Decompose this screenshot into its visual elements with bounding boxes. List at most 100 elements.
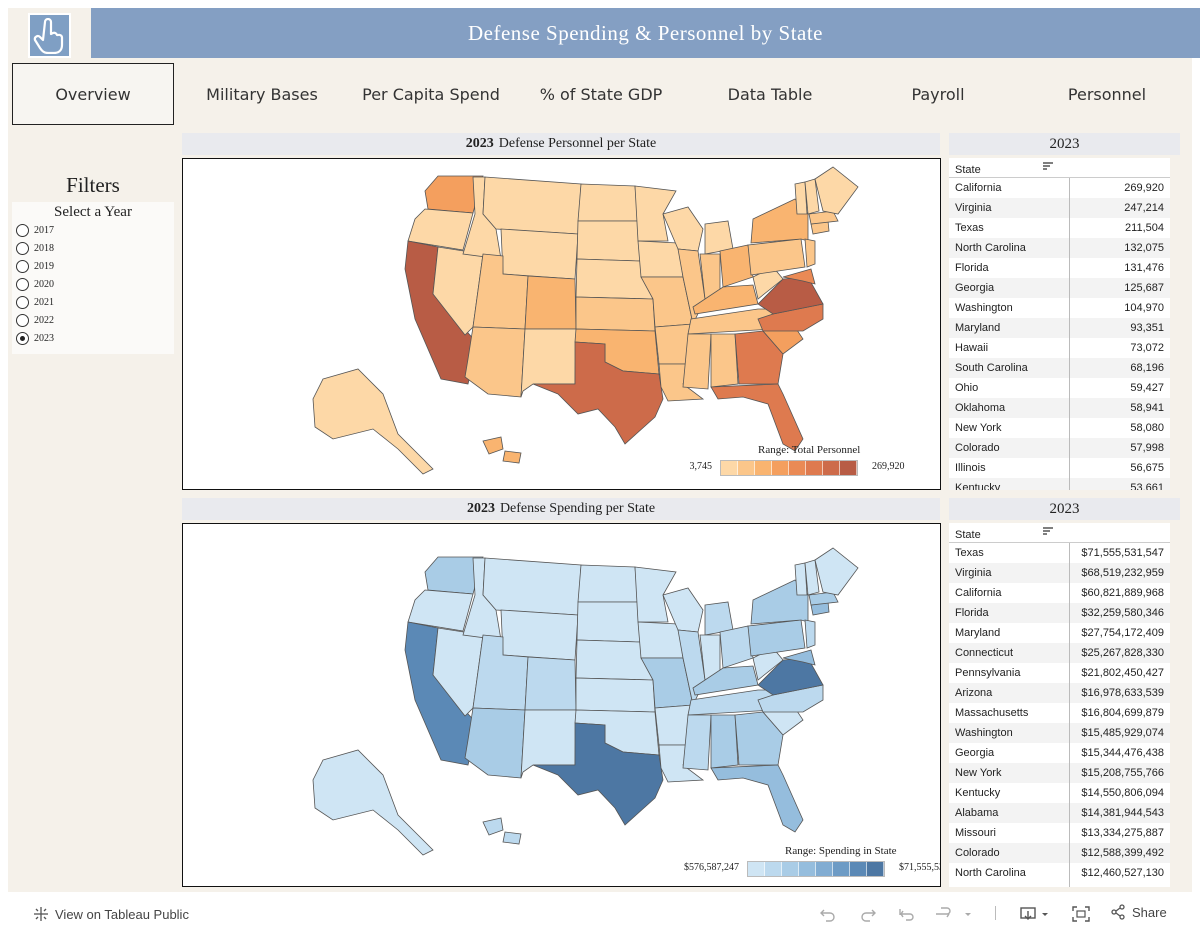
sort-icon[interactable] xyxy=(1042,161,1054,171)
table-row[interactable]: Oklahoma 58,941 xyxy=(949,398,1170,418)
spending-choropleth-map[interactable]: Range: Spending in State $576,587,247 $71,… xyxy=(182,523,941,887)
table-row[interactable]: Washington 104,970 xyxy=(949,298,1170,318)
personnel-table[interactable]: State California 269,920 Virginia 247,214 Tex… xyxy=(949,158,1170,490)
table-row[interactable]: New York $15,208,755,766 xyxy=(949,763,1170,783)
state-shape-vt[interactable] xyxy=(794,562,808,596)
tab-personnel[interactable]: Personnel xyxy=(1067,84,1147,104)
state-shape-vt[interactable] xyxy=(794,181,808,215)
state-shape-va[interactable] xyxy=(757,657,824,696)
state-shape-nh[interactable] xyxy=(804,559,820,596)
state-column-header[interactable]: State xyxy=(955,164,981,176)
hand-pointer-icon[interactable] xyxy=(28,13,71,58)
table-row[interactable]: Georgia $15,344,476,438 xyxy=(949,743,1170,763)
state-shape-mn[interactable] xyxy=(634,566,677,623)
state-shape-ma[interactable] xyxy=(808,210,839,225)
table-row[interactable]: North Carolina 132,075 xyxy=(949,238,1170,258)
table-row[interactable]: North Carolina $12,460,527,130 xyxy=(949,863,1170,883)
state-shape-fl[interactable] xyxy=(710,383,804,452)
state-shape-ms[interactable] xyxy=(682,714,712,771)
fullscreen-icon[interactable] xyxy=(1071,905,1091,923)
state-shape-nj[interactable] xyxy=(804,619,816,649)
redo-icon[interactable] xyxy=(858,905,878,923)
table-row[interactable]: Colorado 57,998 xyxy=(949,438,1170,458)
table-row[interactable]: Maryland $27,754,172,409 xyxy=(949,623,1170,643)
state-shape-ak[interactable] xyxy=(312,368,434,475)
table-row[interactable]: Kentucky 53,661 xyxy=(949,478,1170,490)
table-row[interactable]: Pennsylvania $21,802,450,427 xyxy=(949,663,1170,683)
state-shape-va[interactable] xyxy=(757,276,824,315)
state-shape-tx[interactable] xyxy=(532,722,664,826)
undo-icon[interactable] xyxy=(818,905,838,923)
state-shape-ga[interactable] xyxy=(734,330,784,385)
state-shape-pa[interactable] xyxy=(747,238,806,276)
personnel-choropleth-map[interactable]: Range: Total Personnel 3,745 269,920 xyxy=(182,158,941,490)
share-button[interactable]: Share xyxy=(1110,904,1167,920)
table-row[interactable]: South Carolina 68,196 xyxy=(949,358,1170,378)
state-shape-al[interactable] xyxy=(710,333,739,388)
table-row[interactable]: New York 58,080 xyxy=(949,418,1170,438)
state-shape-wi[interactable] xyxy=(662,206,704,252)
table-row[interactable]: Virginia $68,519,232,959 xyxy=(949,563,1170,583)
table-row[interactable]: Washington $15,485,929,074 xyxy=(949,723,1170,743)
tab-overview[interactable]: Overview xyxy=(12,63,174,125)
state-column-header[interactable]: State xyxy=(955,529,981,541)
table-row[interactable]: Alabama $14,381,944,543 xyxy=(949,803,1170,823)
year-option-2022[interactable]: 2022 xyxy=(12,311,174,329)
table-row[interactable]: Florida $32,259,580,346 xyxy=(949,603,1170,623)
table-row[interactable]: Florida 131,476 xyxy=(949,258,1170,278)
state-shape-hi[interactable] xyxy=(482,817,504,836)
table-row[interactable]: Hawaii 73,072 xyxy=(949,338,1170,358)
table-row[interactable]: California 269,920 xyxy=(949,178,1170,198)
year-option-2020[interactable]: 2020 xyxy=(12,275,174,293)
table-row[interactable]: Maryland 93,351 xyxy=(949,318,1170,338)
tab-per-capita-spend[interactable]: Per Capita Spend xyxy=(362,84,500,104)
state-shape-nh[interactable] xyxy=(804,178,820,215)
tab-pct-state-gdp[interactable]: % of State GDP xyxy=(539,84,663,104)
table-row[interactable]: Connecticut $25,267,828,330 xyxy=(949,643,1170,663)
state-shape-me[interactable] xyxy=(814,166,859,215)
tab-payroll[interactable]: Payroll xyxy=(911,84,965,104)
table-row[interactable]: Illinois 56,675 xyxy=(949,458,1170,478)
state-shape-fl[interactable] xyxy=(710,764,804,833)
year-option-2021[interactable]: 2021 xyxy=(12,293,174,311)
state-shape-hi[interactable] xyxy=(502,450,522,464)
table-row[interactable]: Massachusetts $16,804,699,879 xyxy=(949,703,1170,723)
radio-button-icon[interactable] xyxy=(16,313,29,327)
view-on-tableau-link[interactable]: View on Tableau Public xyxy=(33,906,189,922)
state-shape-mn[interactable] xyxy=(634,185,677,242)
spending-map-svg[interactable] xyxy=(183,524,940,886)
state-shape-or[interactable] xyxy=(407,208,474,251)
state-shape-tx[interactable] xyxy=(532,341,664,445)
radio-button-icon[interactable] xyxy=(16,331,29,345)
state-shape-ky[interactable] xyxy=(692,284,759,315)
table-row[interactable]: Texas $71,555,531,547 xyxy=(949,543,1170,563)
radio-button-icon[interactable] xyxy=(16,259,29,273)
state-shape-ms[interactable] xyxy=(682,333,712,390)
state-shape-ak[interactable] xyxy=(312,749,434,856)
table-row[interactable]: California $60,821,889,968 xyxy=(949,583,1170,603)
download-icon[interactable] xyxy=(1019,905,1053,923)
tab-data-table[interactable]: Data Table xyxy=(727,84,813,104)
year-option-2018[interactable]: 2018 xyxy=(12,239,174,257)
table-row[interactable]: Texas 211,504 xyxy=(949,218,1170,238)
spending-table[interactable]: State Texas $71,555,531,547 Virginia $68,519… xyxy=(949,523,1170,887)
state-shape-or[interactable] xyxy=(407,589,474,632)
state-shape-pa[interactable] xyxy=(747,619,806,657)
state-shape-nj[interactable] xyxy=(804,238,816,268)
year-option-2017[interactable]: 2017 xyxy=(12,221,174,239)
radio-button-icon[interactable] xyxy=(16,277,29,291)
radio-button-icon[interactable] xyxy=(16,295,29,309)
state-shape-me[interactable] xyxy=(814,547,859,596)
year-option-2019[interactable]: 2019 xyxy=(12,257,174,275)
table-row[interactable]: Kentucky $14,550,806,094 xyxy=(949,783,1170,803)
sort-icon[interactable] xyxy=(1042,526,1054,536)
state-shape-wi[interactable] xyxy=(662,587,704,633)
table-row[interactable]: Arizona $16,978,633,539 xyxy=(949,683,1170,703)
state-shape-al[interactable] xyxy=(710,714,739,769)
state-shape-hi[interactable] xyxy=(502,831,522,845)
table-row[interactable]: Virginia 247,214 xyxy=(949,198,1170,218)
radio-button-icon[interactable] xyxy=(16,241,29,255)
personnel-map-svg[interactable] xyxy=(183,159,940,489)
year-option-2023[interactable]: 2023 xyxy=(12,329,174,347)
state-shape-hi[interactable] xyxy=(482,436,504,455)
